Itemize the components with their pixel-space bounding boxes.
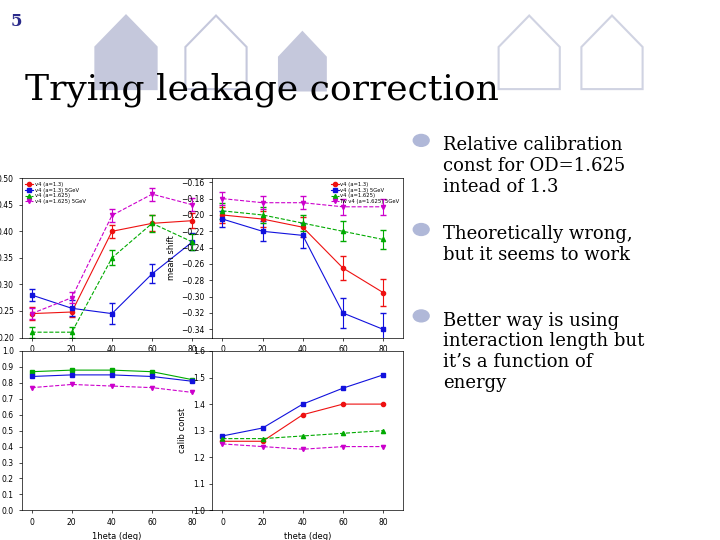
Polygon shape <box>95 16 157 89</box>
Legend: v4 (a=1.3), v4 (a=1.3) 5GeV, v4 (a=1.625), v4 (a=1.625) 5GeV: v4 (a=1.3), v4 (a=1.3) 5GeV, v4 (a=1.625… <box>24 181 87 205</box>
X-axis label: theta (deg): theta (deg) <box>94 360 140 369</box>
Text: Relative calibration
const for OD=1.625
intead of 1.3: Relative calibration const for OD=1.625 … <box>443 136 625 195</box>
X-axis label: theta (deg): theta (deg) <box>284 532 331 540</box>
Text: Better way is using
interaction length but
it’s a function of
energy: Better way is using interaction length b… <box>443 312 644 392</box>
Circle shape <box>413 224 429 235</box>
Text: Theoretically wrong,
but it seems to work: Theoretically wrong, but it seems to wor… <box>443 225 632 264</box>
Circle shape <box>413 134 429 146</box>
Circle shape <box>413 310 429 322</box>
Y-axis label: calib const: calib const <box>179 408 187 453</box>
Y-axis label: mean shift: mean shift <box>167 235 176 280</box>
Legend: v4 (a=1.3), v4 (a=1.3) 5GeV, v4 (a=1.625), Tw v4 (a=1.625) 5GeV: v4 (a=1.3), v4 (a=1.3) 5GeV, v4 (a=1.625… <box>330 181 400 205</box>
Text: 5: 5 <box>11 14 22 30</box>
Polygon shape <box>279 32 325 90</box>
X-axis label: 1heta (deg): 1heta (deg) <box>92 532 142 540</box>
Text: Trying leakage correction: Trying leakage correction <box>25 73 499 107</box>
X-axis label: theta (deg): theta (deg) <box>284 360 331 369</box>
